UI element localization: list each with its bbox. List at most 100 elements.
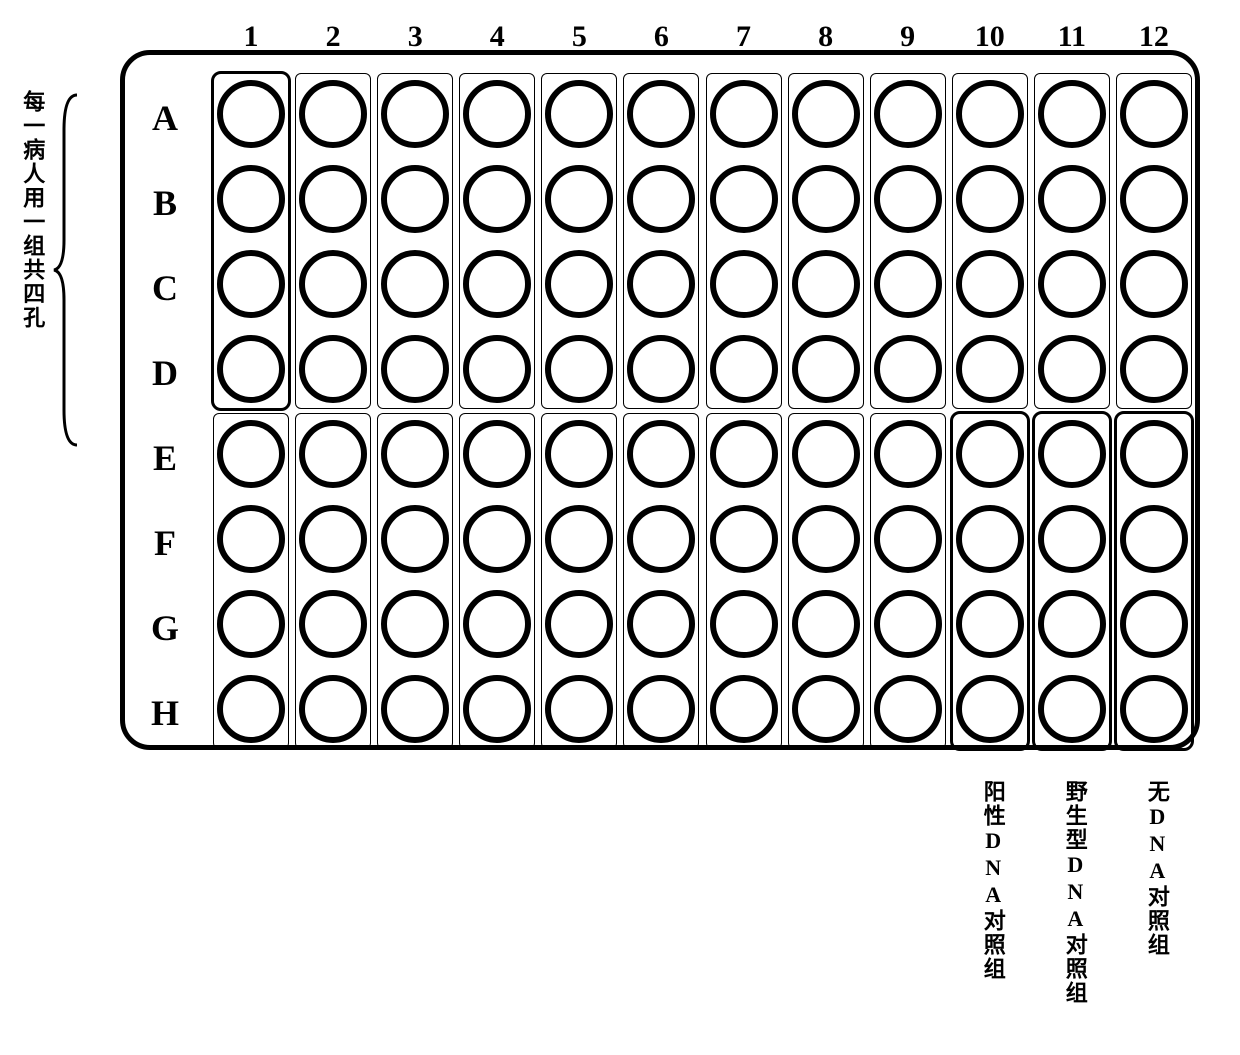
well: [792, 80, 860, 148]
well: [1038, 165, 1106, 233]
bottom-label-text: 野生型DNA对照组: [1057, 780, 1087, 1005]
bottom-label-wildtype: 野生型DNA对照组: [1031, 780, 1113, 1005]
well: [1120, 590, 1188, 658]
well-cell: [210, 71, 292, 156]
well: [956, 250, 1024, 318]
well: [710, 675, 778, 743]
col-header: 1: [210, 20, 292, 50]
row-label: B: [125, 160, 205, 245]
well-cell: [620, 666, 702, 751]
well-cell: [620, 411, 702, 496]
well: [874, 420, 942, 488]
col-header: 8: [785, 20, 867, 50]
well-cell: [210, 326, 292, 411]
well: [874, 80, 942, 148]
well: [710, 335, 778, 403]
well: [545, 165, 613, 233]
well: [874, 505, 942, 573]
well-cell: [374, 156, 456, 241]
well: [463, 335, 531, 403]
row-label: C: [125, 245, 205, 330]
bottom-labels: 阳性DNA对照组 野生型DNA对照组 无DNA对照组: [210, 780, 1195, 1030]
well-cell: [538, 241, 620, 326]
well: [627, 675, 695, 743]
bottom-label-text: 阳性DNA对照组: [975, 780, 1005, 981]
well: [1120, 335, 1188, 403]
well: [299, 505, 367, 573]
well-cell: [1031, 156, 1113, 241]
well-cell: [210, 156, 292, 241]
well-cell: [292, 581, 374, 666]
well: [381, 590, 449, 658]
well: [792, 590, 860, 658]
well-cell: [210, 411, 292, 496]
well-cell: [620, 326, 702, 411]
well: [627, 165, 695, 233]
well-cell: [867, 411, 949, 496]
col-header: 4: [456, 20, 538, 50]
well-cell: [538, 496, 620, 581]
well: [956, 165, 1024, 233]
well: [874, 590, 942, 658]
well: [381, 165, 449, 233]
well-cell: [703, 496, 785, 581]
well: [545, 675, 613, 743]
well-cell: [1031, 496, 1113, 581]
well: [381, 250, 449, 318]
well-cell: [785, 241, 867, 326]
well: [1120, 675, 1188, 743]
col-header: 2: [292, 20, 374, 50]
wells-grid: [210, 71, 1195, 751]
bottom-label-no-dna: 无DNA对照组: [1113, 780, 1195, 957]
well: [1038, 250, 1106, 318]
well: [627, 335, 695, 403]
well: [217, 335, 285, 403]
well: [381, 335, 449, 403]
well-cell: [456, 666, 538, 751]
well: [792, 335, 860, 403]
col-header: 11: [1031, 20, 1113, 50]
well: [1038, 505, 1106, 573]
bottom-label-text: 无DNA对照组: [1139, 780, 1169, 957]
well: [1038, 420, 1106, 488]
well-cell: [1113, 71, 1195, 156]
col-header: 5: [538, 20, 620, 50]
well: [463, 505, 531, 573]
well: [217, 420, 285, 488]
well: [710, 165, 778, 233]
row-labels: A B C D E F G H: [125, 75, 205, 755]
well-cell: [620, 71, 702, 156]
well: [710, 80, 778, 148]
well-cell: [1113, 666, 1195, 751]
well-cell: [867, 71, 949, 156]
well-cell: [1031, 71, 1113, 156]
row-label: A: [125, 75, 205, 160]
row-label: G: [125, 585, 205, 670]
well: [545, 250, 613, 318]
well: [710, 505, 778, 573]
well-cell: [292, 71, 374, 156]
well: [627, 505, 695, 573]
col-header: 7: [702, 20, 784, 50]
well-cell: [538, 666, 620, 751]
well-cell: [785, 666, 867, 751]
well-cell: [949, 326, 1031, 411]
well-cell: [1031, 326, 1113, 411]
well: [217, 505, 285, 573]
well-cell: [703, 411, 785, 496]
well-cell: [867, 326, 949, 411]
row-label: F: [125, 500, 205, 585]
well: [874, 250, 942, 318]
well-cell: [292, 666, 374, 751]
well-cell: [867, 156, 949, 241]
well: [1120, 165, 1188, 233]
col-header: 6: [620, 20, 702, 50]
well-cell: [785, 326, 867, 411]
well-cell: [374, 71, 456, 156]
well-cell: [456, 411, 538, 496]
well: [299, 420, 367, 488]
well: [710, 420, 778, 488]
well: [1038, 335, 1106, 403]
well: [463, 165, 531, 233]
well-cell: [456, 326, 538, 411]
